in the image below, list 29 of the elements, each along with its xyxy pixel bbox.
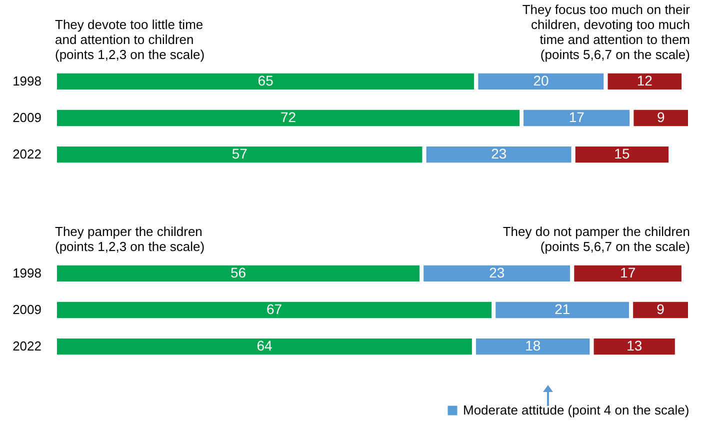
y-tick-label: 2009: [12, 110, 42, 125]
data-label: 17: [620, 264, 636, 280]
y-tick-label: 2022: [12, 146, 42, 162]
data-label: 57: [232, 146, 248, 162]
data-label: 13: [626, 338, 642, 354]
data-label: 12: [636, 72, 653, 88]
data-label: 23: [491, 146, 507, 162]
series-label: They devote too little time and attention to children (points 1,2,3 on the scale): [55, 17, 205, 62]
data-label: 18: [525, 338, 541, 354]
data-label: 67: [266, 301, 282, 317]
y-tick-label: 1998: [12, 265, 42, 280]
data-label: 9: [656, 109, 665, 125]
series-label: They do not pamper the children (points 5,6,7 on the scale): [502, 224, 690, 254]
data-label: 17: [568, 109, 585, 125]
data-label: 15: [614, 146, 630, 162]
data-label: 21: [554, 301, 570, 317]
data-label: 64: [256, 338, 272, 354]
legend-label: Moderate attitude (point 4 on the scale): [463, 402, 690, 418]
y-tick-label: 1998: [12, 73, 42, 88]
data-label: 56: [230, 264, 246, 280]
y-tick-label: 2009: [12, 302, 42, 317]
data-label: 9: [656, 301, 665, 317]
y-tick-label: 2022: [12, 338, 42, 354]
series-label: They pamper the children (points 1,2,3 on the scale): [55, 224, 205, 254]
data-label: 23: [489, 264, 505, 280]
data-label: 72: [280, 109, 296, 125]
data-label: 65: [258, 72, 274, 88]
data-label: 20: [533, 72, 549, 88]
series-label: They focus too much on their children, devoting too much time and attention to them (points 5,6,7 on the scale): [522, 2, 691, 62]
